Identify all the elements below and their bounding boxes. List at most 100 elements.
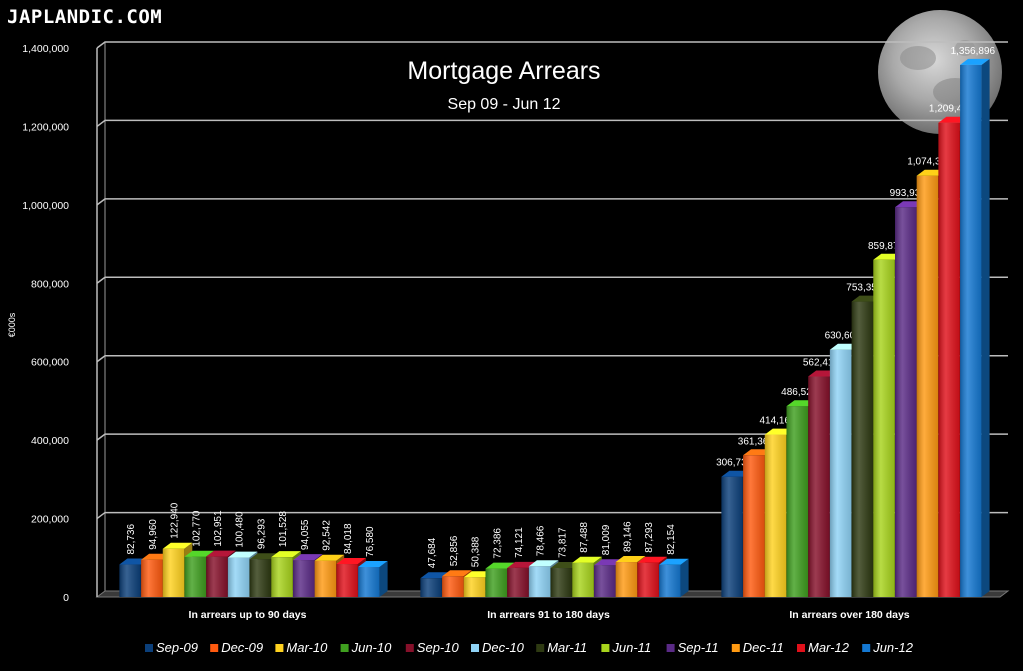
bar-shine (851, 301, 874, 597)
bar-shine (485, 568, 507, 597)
data-label: 859,877 (868, 241, 905, 252)
y-tick-label: 0 (63, 592, 69, 604)
legend-item: Jun-12 (862, 640, 914, 655)
bar-top (528, 560, 559, 567)
data-label: 92,542 (321, 520, 332, 551)
legend-label: Mar-11 (547, 640, 587, 655)
bar-top (293, 554, 323, 561)
bar-shine (162, 548, 185, 597)
data-label: 1,209,459 (929, 104, 974, 115)
gridline (96, 276, 1008, 284)
data-label: 82,736 (126, 524, 137, 555)
bar-top (162, 542, 193, 549)
y-tick-label: 200,000 (31, 514, 69, 526)
bar-shine (873, 259, 895, 597)
bar-shine (463, 577, 486, 597)
legend-item: Mar-11 (536, 640, 587, 655)
category-label: In arrears 91 to 180 days (487, 609, 610, 621)
data-label: 361,367 (738, 436, 775, 447)
data-label: 50,388 (471, 536, 482, 567)
bar-shine (743, 455, 765, 597)
data-label: 753,357 (846, 283, 883, 294)
bar-shine (358, 566, 380, 597)
data-label: 100,480 (235, 511, 246, 548)
legend-swatch (145, 644, 153, 652)
legend-label: Sep-11 (678, 640, 719, 655)
legend-label: Dec-09 (221, 640, 263, 655)
data-label: 630,608 (825, 331, 862, 342)
data-label: 96,293 (256, 518, 267, 549)
y-tick-label: 400,000 (31, 435, 69, 447)
bar (659, 558, 689, 597)
data-label: 82,154 (666, 524, 677, 555)
legend-label: Sep-10 (417, 640, 460, 655)
data-label: 72,386 (492, 528, 503, 559)
bar (960, 58, 990, 597)
bar-shine (659, 564, 681, 597)
bar (786, 400, 816, 597)
y-axis-label: €000s (7, 312, 17, 337)
category-label: In arrears up to 90 days (189, 609, 307, 621)
data-label: 102,951 (213, 510, 224, 547)
bar-shine (314, 560, 337, 597)
bar-shine (293, 560, 315, 597)
bar-shine (119, 564, 141, 597)
legend-swatch (731, 644, 740, 652)
legend-label: Mar-10 (286, 640, 328, 655)
data-label: 562,412 (803, 357, 840, 368)
bar (336, 558, 366, 597)
legend-label: Sep-09 (156, 640, 198, 655)
bar-shine (442, 576, 464, 597)
legend-item: Dec-09 (210, 640, 263, 655)
legend-swatch (340, 644, 349, 652)
bar (829, 343, 860, 597)
data-label: 94,960 (148, 519, 159, 550)
chart-subtitle: Sep 09 - Jun 12 (448, 96, 561, 113)
bar-shine (507, 567, 529, 597)
bar-shine (249, 559, 272, 597)
gridline (96, 433, 1008, 441)
bar-shine (227, 557, 250, 597)
bar-shine (141, 559, 163, 597)
bar-top (314, 554, 345, 561)
y-tick-label: 1,400,000 (22, 43, 69, 55)
data-label: 1,356,896 (951, 46, 996, 57)
data-label: 84,018 (343, 523, 354, 554)
bar-top (659, 558, 689, 565)
bar-top (615, 556, 646, 563)
chart-title: Mortgage Arrears (407, 57, 600, 85)
bar (808, 370, 838, 597)
bar-top (206, 550, 236, 557)
bar-shine (572, 562, 594, 597)
bar-side (379, 560, 388, 597)
data-label: 76,580 (365, 526, 376, 557)
data-label: 74,121 (514, 527, 525, 558)
gridline (96, 119, 1008, 128)
bar-shine (960, 64, 982, 597)
legend-item: Mar-12 (797, 640, 850, 655)
gridline (96, 41, 1008, 49)
bar-shine (594, 565, 616, 597)
bar-top (572, 556, 602, 563)
legend-item: Jun-11 (601, 640, 651, 655)
bar-shine (550, 568, 573, 597)
data-label: 87,488 (579, 522, 590, 553)
y-tick-label: 1,000,000 (22, 200, 69, 212)
legend-item: Sep-09 (145, 640, 198, 655)
data-label: 993,932 (890, 188, 927, 199)
bar-shine (764, 434, 787, 597)
legend-item: Sep-10 (405, 640, 460, 655)
legend-label: Jun-11 (611, 640, 651, 655)
data-label: 94,055 (300, 519, 311, 550)
data-label: 89,146 (622, 521, 633, 552)
data-label: 47,684 (427, 537, 438, 568)
data-label: 414,165 (759, 416, 796, 427)
legend-swatch (275, 644, 284, 652)
legend-item: Dec-11 (731, 640, 784, 655)
bar-shine (336, 564, 358, 597)
legend-swatch (405, 644, 414, 652)
plot-area: 0 200,000 400,000 600,000 800,000 1,000,000 1,… (22, 41, 1010, 621)
legend-swatch (797, 644, 805, 652)
bar-top (960, 58, 990, 65)
